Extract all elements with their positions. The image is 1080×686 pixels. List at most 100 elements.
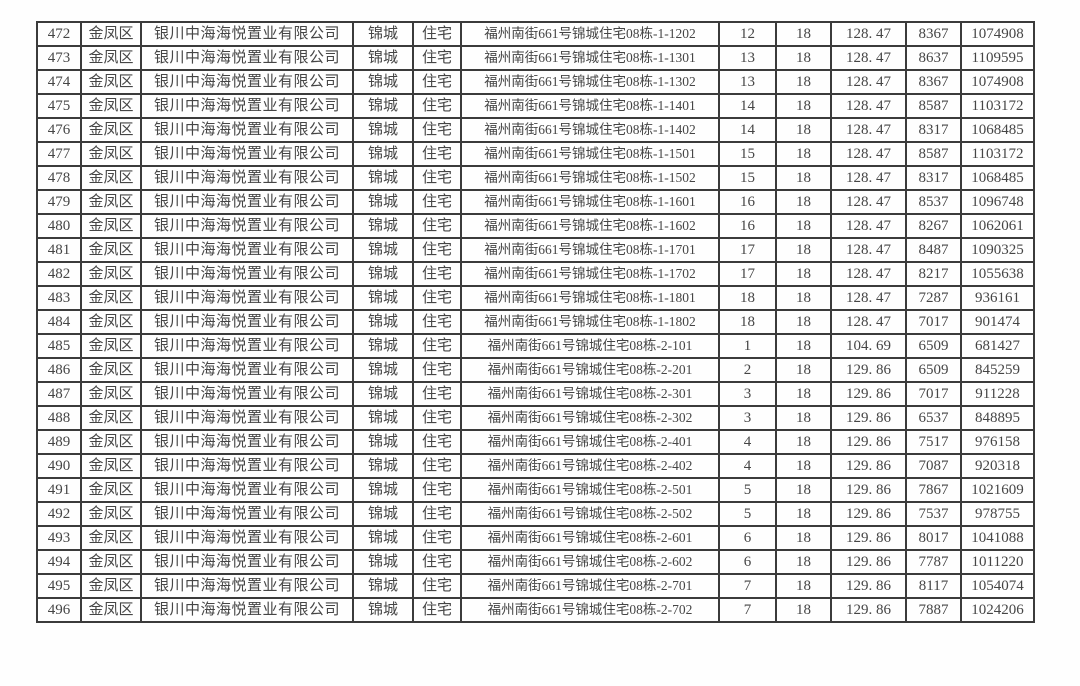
cell-no: 478 [36,165,82,191]
cell-area: 128. 47 [830,285,907,311]
cell-floor: 6 [718,549,777,575]
cell-district: 金凤区 [80,141,142,167]
cell-company: 银川中海海悦置业有限公司 [140,213,354,239]
cell-total-floors: 18 [775,165,832,191]
cell-total-price: 1074908 [960,21,1035,47]
table-row: 488 金凤区 银川中海海悦置业有限公司 锦城 住宅 福州南街661号锦城住宅08栋-2-… [36,405,1035,431]
cell-total-price: 936161 [960,285,1035,311]
table-row: 476 金凤区 银川中海海悦置业有限公司 锦城 住宅 福州南街661号锦城住宅08栋-1-… [36,117,1035,143]
table-row: 496 金凤区 银川中海海悦置业有限公司 锦城 住宅 福州南街661号锦城住宅08栋-2-… [36,597,1035,623]
cell-area: 129. 86 [830,357,907,383]
cell-district: 金凤区 [80,261,142,287]
cell-unit-price: 8217 [905,261,962,287]
cell-type: 住宅 [412,477,462,503]
cell-floor: 16 [718,189,777,215]
cell-type: 住宅 [412,141,462,167]
cell-project: 锦城 [352,381,414,407]
cell-project: 锦城 [352,165,414,191]
cell-district: 金凤区 [80,357,142,383]
cell-company: 银川中海海悦置业有限公司 [140,165,354,191]
cell-area: 129. 86 [830,429,907,455]
cell-address: 福州南街661号锦城住宅08栋-1-1601 [460,189,720,215]
cell-no: 484 [36,309,82,335]
cell-district: 金凤区 [80,573,142,599]
cell-area: 128. 47 [830,141,907,167]
table-body: 472 金凤区 银川中海海悦置业有限公司 锦城 住宅 福州南街661号锦城住宅08栋-1-… [36,21,1035,623]
cell-district: 金凤区 [80,165,142,191]
cell-no: 482 [36,261,82,287]
cell-area: 128. 47 [830,165,907,191]
cell-area: 129. 86 [830,549,907,575]
cell-company: 银川中海海悦置业有限公司 [140,285,354,311]
table-row: 487 金凤区 银川中海海悦置业有限公司 锦城 住宅 福州南街661号锦城住宅08栋-2-… [36,381,1035,407]
cell-type: 住宅 [412,69,462,95]
cell-address: 福州南街661号锦城住宅08栋-1-1602 [460,213,720,239]
cell-no: 489 [36,429,82,455]
cell-floor: 3 [718,405,777,431]
cell-total-floors: 18 [775,189,832,215]
cell-address: 福州南街661号锦城住宅08栋-2-301 [460,381,720,407]
cell-project: 锦城 [352,357,414,383]
cell-type: 住宅 [412,525,462,551]
cell-total-floors: 18 [775,525,832,551]
cell-type: 住宅 [412,21,462,47]
cell-floor: 2 [718,357,777,383]
cell-total-price: 1109595 [960,45,1035,71]
cell-project: 锦城 [352,117,414,143]
cell-area: 128. 47 [830,93,907,119]
cell-unit-price: 8117 [905,573,962,599]
cell-project: 锦城 [352,333,414,359]
table-row: 490 金凤区 银川中海海悦置业有限公司 锦城 住宅 福州南街661号锦城住宅08栋-2-… [36,453,1035,479]
cell-total-floors: 18 [775,597,832,623]
cell-type: 住宅 [412,429,462,455]
cell-floor: 4 [718,453,777,479]
cell-address: 福州南街661号锦城住宅08栋-2-302 [460,405,720,431]
cell-total-floors: 18 [775,261,832,287]
cell-address: 福州南街661号锦城住宅08栋-1-1402 [460,117,720,143]
table-row: 486 金凤区 银川中海海悦置业有限公司 锦城 住宅 福州南街661号锦城住宅08栋-2-… [36,357,1035,383]
cell-address: 福州南街661号锦城住宅08栋-2-501 [460,477,720,503]
cell-address: 福州南街661号锦城住宅08栋-2-601 [460,525,720,551]
table-row: 491 金凤区 银川中海海悦置业有限公司 锦城 住宅 福州南街661号锦城住宅08栋-2-… [36,477,1035,503]
cell-total-floors: 18 [775,573,832,599]
cell-unit-price: 6537 [905,405,962,431]
cell-unit-price: 8637 [905,45,962,71]
cell-address: 福州南街661号锦城住宅08栋-2-402 [460,453,720,479]
table-row: 485 金凤区 银川中海海悦置业有限公司 锦城 住宅 福州南街661号锦城住宅08栋-2-… [36,333,1035,359]
cell-type: 住宅 [412,165,462,191]
cell-total-price: 681427 [960,333,1035,359]
cell-company: 银川中海海悦置业有限公司 [140,45,354,71]
cell-unit-price: 8367 [905,69,962,95]
cell-floor: 6 [718,525,777,551]
cell-area: 128. 47 [830,189,907,215]
cell-total-price: 1062061 [960,213,1035,239]
cell-company: 银川中海海悦置业有限公司 [140,477,354,503]
cell-total-price: 848895 [960,405,1035,431]
cell-total-floors: 18 [775,213,832,239]
cell-district: 金凤区 [80,189,142,215]
cell-total-floors: 18 [775,477,832,503]
cell-area: 128. 47 [830,69,907,95]
cell-total-price: 1068485 [960,117,1035,143]
cell-total-floors: 18 [775,453,832,479]
cell-project: 锦城 [352,405,414,431]
cell-total-price: 1021609 [960,477,1035,503]
cell-project: 锦城 [352,309,414,335]
cell-total-price: 1074908 [960,69,1035,95]
cell-unit-price: 8317 [905,165,962,191]
cell-total-price: 1054074 [960,573,1035,599]
cell-no: 487 [36,381,82,407]
cell-type: 住宅 [412,261,462,287]
cell-project: 锦城 [352,69,414,95]
cell-total-price: 920318 [960,453,1035,479]
cell-district: 金凤区 [80,525,142,551]
cell-type: 住宅 [412,93,462,119]
cell-project: 锦城 [352,501,414,527]
cell-area: 104. 69 [830,333,907,359]
cell-floor: 18 [718,285,777,311]
cell-project: 锦城 [352,237,414,263]
cell-district: 金凤区 [80,237,142,263]
cell-total-price: 1024206 [960,597,1035,623]
cell-area: 129. 86 [830,405,907,431]
cell-floor: 7 [718,597,777,623]
